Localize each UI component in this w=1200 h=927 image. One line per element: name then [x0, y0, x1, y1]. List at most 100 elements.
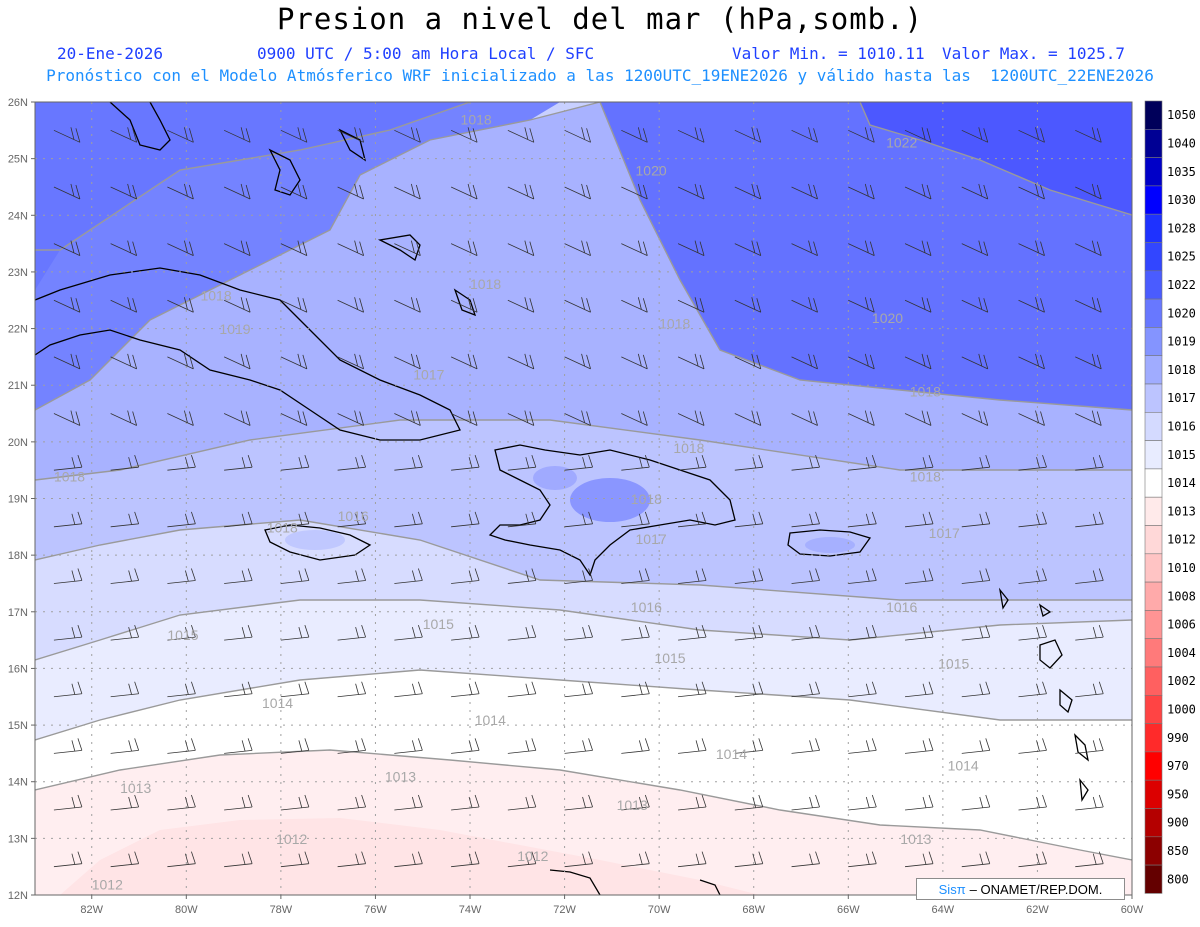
wind-barb	[791, 624, 820, 641]
wind-barb	[621, 353, 648, 370]
wind-barb	[564, 183, 591, 200]
wind-barb	[1075, 127, 1102, 143]
wind-barb	[734, 455, 764, 471]
wind-barb	[280, 851, 310, 868]
wind-barb	[280, 738, 310, 754]
colorbar-swatch	[1144, 836, 1163, 866]
wind-barb	[621, 624, 650, 641]
isobar-label: 1015	[654, 650, 685, 666]
hispaniola-coast	[488, 444, 736, 577]
lon-label: 68W	[742, 904, 765, 916]
wind-barb	[450, 297, 478, 313]
colorbar-swatch	[1144, 100, 1163, 130]
isobar-label: 1015	[938, 655, 969, 671]
wind-barb	[1075, 455, 1104, 471]
colorbar-label: 1028	[1167, 221, 1196, 235]
wind-barb	[904, 738, 934, 754]
wind-barb	[280, 297, 308, 313]
wind-barb	[677, 127, 705, 143]
wind-barb	[337, 410, 365, 426]
colorbar-swatch	[1144, 383, 1163, 413]
wind-barb	[1075, 738, 1104, 754]
wind-barb	[110, 851, 140, 868]
wind-barb	[848, 127, 875, 143]
isobar-label: 1012	[517, 848, 548, 864]
wind-barb	[1018, 511, 1047, 528]
isobar-contours	[35, 102, 1132, 861]
wind-barb	[1075, 240, 1102, 256]
wind-barb	[678, 455, 707, 471]
wind-barb	[904, 297, 932, 313]
lat-label: 12N	[8, 890, 28, 902]
wind-barb	[1075, 624, 1104, 641]
wind-barb	[167, 738, 196, 754]
lesser-antilles-island	[1039, 639, 1063, 669]
wind-barb	[167, 624, 196, 641]
wind-barb	[1018, 681, 1047, 698]
colorbar-swatch	[1144, 270, 1163, 300]
wind-barb	[621, 794, 650, 811]
wind-barb	[564, 738, 593, 754]
wind-barb	[167, 127, 194, 143]
isobar-label: 1015	[423, 616, 454, 632]
wind-barb	[1075, 353, 1102, 370]
isobar-label: 1013	[617, 797, 648, 813]
wind-barb	[904, 794, 934, 811]
isobar-label: 1018	[631, 491, 662, 507]
isobar-label: 1016	[338, 508, 369, 524]
wind-barb	[1075, 794, 1104, 811]
wind-barb	[848, 297, 875, 313]
isobar-label: 1017	[929, 525, 960, 541]
wind-barb	[734, 568, 764, 584]
lat-label: 18N	[8, 550, 28, 562]
wind-barb	[734, 183, 762, 200]
wind-barb	[280, 410, 308, 426]
lat-label: 26N	[8, 97, 28, 109]
wind-barb	[848, 738, 877, 754]
wind-barb	[337, 353, 365, 370]
wind-barb	[564, 353, 591, 370]
wind-barb	[110, 297, 138, 313]
wind-barb	[280, 624, 310, 641]
colorbar-label: 970	[1167, 759, 1189, 773]
colorbar-label: 1013	[1167, 504, 1196, 518]
wind-barb	[848, 455, 877, 471]
wind-barb	[224, 738, 253, 754]
wind-barb	[280, 455, 310, 471]
pressure-shading	[35, 102, 1132, 895]
wind-barb	[337, 851, 367, 868]
colorbar-label: 1017	[1167, 391, 1196, 405]
wind-barb	[1018, 794, 1047, 811]
colorbar-label: 1018	[1167, 363, 1196, 377]
lon-label: 64W	[932, 904, 955, 916]
wind-barb	[621, 297, 648, 313]
lat-label: 16N	[8, 663, 28, 675]
wind-barb	[791, 410, 818, 426]
wind-barb	[677, 297, 705, 313]
wind-barb	[53, 240, 81, 256]
puerto-rico-coast	[787, 529, 872, 557]
wind-barb	[337, 240, 365, 256]
wind-barb	[564, 794, 593, 811]
wind-barb	[564, 127, 591, 143]
wind-barb	[110, 681, 140, 698]
colorbar-label: 1020	[1167, 306, 1196, 320]
wind-barb	[677, 410, 705, 426]
colorbar-swatch	[1144, 694, 1163, 724]
wind-barb	[337, 297, 365, 313]
wind-barb	[394, 624, 423, 641]
wind-barb	[280, 794, 310, 811]
colorbar-label: 950	[1167, 787, 1189, 801]
lat-label: 13N	[8, 833, 28, 845]
wind-barb	[621, 240, 648, 256]
colorbar-swatch	[1144, 129, 1163, 158]
wind-barb	[564, 511, 593, 528]
colorbar-swatch	[1144, 864, 1163, 894]
wind-barb	[53, 738, 83, 754]
wind-barb	[1075, 568, 1104, 584]
wind-barb	[621, 511, 650, 528]
wind-barb	[224, 794, 253, 811]
credit-box: Sisπ – ONAMET/REP.DOM.	[916, 878, 1125, 900]
wind-barb	[1018, 624, 1047, 641]
wind-barb	[394, 568, 423, 584]
